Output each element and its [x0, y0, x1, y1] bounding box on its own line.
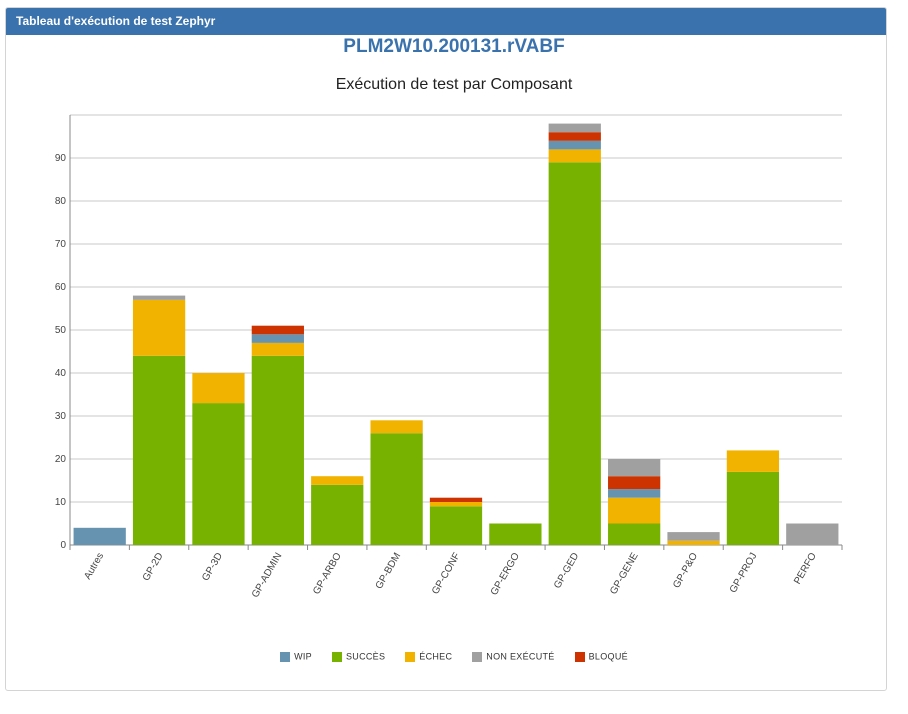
- bar-segment[interactable]: [786, 523, 839, 546]
- bar-segment[interactable]: [311, 484, 364, 545]
- y-tick-label: 90: [55, 153, 67, 164]
- panel-header: Tableau d'exécution de test Zephyr: [6, 8, 886, 35]
- legend-swatch: [331, 651, 342, 662]
- x-tick-label: GP-P&O: [671, 551, 700, 590]
- legend-label: ÉCHEC: [419, 651, 453, 662]
- bar-segment[interactable]: [251, 325, 304, 335]
- x-tick-label: GP-ARBO: [311, 551, 344, 597]
- bar-segment[interactable]: [489, 523, 542, 546]
- x-tick-label: GP-GED: [552, 551, 581, 591]
- x-tick-label: Autres: [82, 551, 106, 582]
- x-tick-label: GP-GENE: [608, 551, 641, 597]
- y-tick-label: 80: [55, 196, 67, 207]
- chart-legend: WIP SUCCÈS ÉCHEC NON EXÉCUTÉ BLOQUÉ: [0, 651, 908, 662]
- bar-segment[interactable]: [132, 295, 186, 300]
- stacked-bar-chart: 0 10 20 30 40 50 60 70 80 90 Autres GP-2D GP-3D GP-AD…: [55, 114, 843, 600]
- legend-item[interactable]: SUCCÈS: [331, 651, 386, 662]
- x-tick-label: GP-2D: [141, 551, 166, 583]
- legend-swatch: [405, 651, 416, 662]
- legend-label: NON EXÉCUTÉ: [486, 651, 555, 662]
- bar-segment[interactable]: [548, 149, 601, 163]
- legend-swatch: [472, 651, 483, 662]
- legend-swatch: [280, 651, 291, 662]
- y-tick-label: 70: [55, 239, 67, 250]
- x-tick-label: GP-ERGO: [489, 551, 522, 598]
- x-tick-label: GP-CONF: [430, 551, 463, 596]
- x-tick-label: GP-BDM: [374, 551, 404, 591]
- x-tick-label: GP-ADMIN: [250, 551, 285, 600]
- legend-item[interactable]: WIP: [280, 651, 312, 662]
- bar-segment[interactable]: [608, 459, 661, 477]
- bar-segment[interactable]: [726, 450, 780, 472]
- bar-segment[interactable]: [251, 355, 304, 545]
- x-tick-label: GP-3D: [200, 551, 225, 583]
- y-tick-label: 60: [55, 282, 67, 293]
- x-tick-label: GP-PROJ: [728, 551, 760, 595]
- bar-segment[interactable]: [608, 497, 661, 524]
- bar-segment[interactable]: [667, 532, 720, 541]
- bar-segment[interactable]: [73, 527, 126, 545]
- bar-segment[interactable]: [132, 299, 186, 356]
- legend-label: WIP: [294, 651, 312, 662]
- bar-segment[interactable]: [192, 403, 245, 545]
- bar-segment[interactable]: [608, 489, 661, 498]
- bar-segment[interactable]: [608, 476, 661, 490]
- main-title: PLM2W10.200131.rVABF: [343, 36, 565, 57]
- bar-segment[interactable]: [251, 334, 304, 343]
- y-tick-label: 50: [55, 325, 67, 336]
- bar-segment[interactable]: [548, 162, 601, 546]
- bar-segment[interactable]: [251, 342, 304, 356]
- y-tick-label: 20: [55, 454, 67, 465]
- chart-title: Exécution de test par Composant: [335, 76, 573, 93]
- bar-segment[interactable]: [370, 420, 423, 434]
- legend-item[interactable]: BLOQUÉ: [574, 651, 628, 662]
- bar-segment[interactable]: [548, 123, 601, 133]
- y-tick-label: 0: [60, 540, 66, 551]
- bar-segment[interactable]: [429, 502, 483, 507]
- bar-segment[interactable]: [429, 497, 483, 502]
- y-tick-label: 30: [55, 411, 67, 422]
- x-tick-label: PERFO: [792, 551, 819, 587]
- bar-segment[interactable]: [192, 373, 245, 404]
- bar-segment[interactable]: [726, 471, 780, 545]
- bar-segment[interactable]: [667, 540, 720, 545]
- legend-label: BLOQUÉ: [588, 651, 628, 662]
- bar-segment[interactable]: [608, 523, 661, 546]
- bar-segment[interactable]: [370, 433, 423, 545]
- legend-label: SUCCÈS: [345, 651, 386, 662]
- y-tick-label: 40: [55, 368, 67, 379]
- gridlines: [70, 157, 842, 546]
- bar-segment[interactable]: [132, 355, 186, 545]
- legend-item[interactable]: ÉCHEC: [405, 651, 452, 662]
- bar-segment[interactable]: [311, 476, 364, 485]
- y-tick-label: 10: [55, 497, 67, 508]
- bar-segment[interactable]: [548, 132, 601, 141]
- bar-segment[interactable]: [548, 140, 601, 150]
- bar-segment[interactable]: [429, 506, 483, 545]
- bars: [73, 123, 839, 546]
- legend-item[interactable]: NON EXÉCUTÉ: [472, 651, 554, 662]
- legend-swatch: [574, 651, 585, 662]
